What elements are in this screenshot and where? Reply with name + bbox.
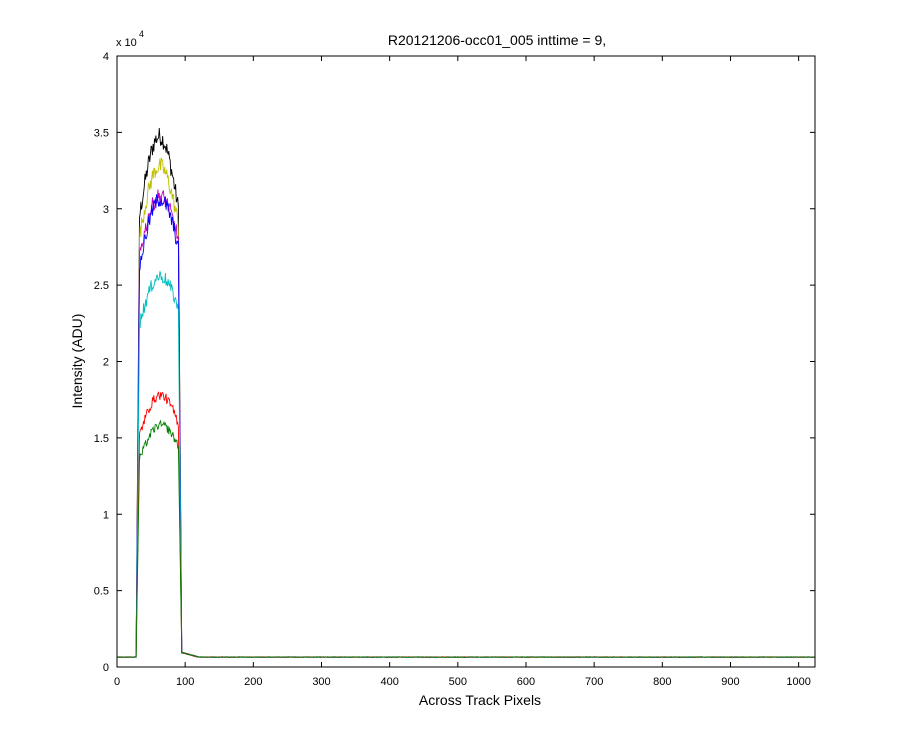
x-tick-label: 1000 xyxy=(786,676,810,688)
y-tick-label: 3 xyxy=(103,204,109,216)
x-tick-label: 400 xyxy=(380,676,398,688)
x-tick-label: 900 xyxy=(721,676,739,688)
y-tick-label: 4 xyxy=(103,51,109,63)
y-axis-ticks: 0 0.5 1 1.5 2 2.5 3 3.5 4 xyxy=(94,51,815,674)
x-tick-label: 200 xyxy=(244,676,262,688)
x-tick-label: 100 xyxy=(176,676,194,688)
x-tick-label: 700 xyxy=(585,676,603,688)
x-axis-label: Across Track Pixels xyxy=(419,692,541,708)
x-tick-label: 800 xyxy=(653,676,671,688)
series-layer xyxy=(116,128,816,658)
y-tick-label: 2.5 xyxy=(94,280,109,292)
x-tick-label: 300 xyxy=(312,676,330,688)
y-tick-label: 0 xyxy=(103,662,109,674)
y-axis-label: Intensity (ADU) xyxy=(69,314,85,409)
x-tick-label: 500 xyxy=(449,676,467,688)
x-tick-label: 0 xyxy=(114,676,120,688)
x-axis-ticks: 0 100 200 300 400 500 600 700 800 900 1000 xyxy=(114,56,811,688)
x-tick-label: 600 xyxy=(517,676,535,688)
y-exponent-label: x 10 xyxy=(116,37,137,49)
y-tick-label: 1 xyxy=(103,509,109,521)
series-line-7 xyxy=(116,419,816,658)
y-exponent-power: 4 xyxy=(139,29,144,39)
y-tick-label: 2 xyxy=(103,357,109,369)
y-tick-label: 3.5 xyxy=(94,127,109,139)
y-tick-label: 0.5 xyxy=(94,586,109,598)
chart-title: R20121206-occ01_005 inttime = 9, xyxy=(388,32,606,48)
y-tick-label: 1.5 xyxy=(94,433,109,445)
